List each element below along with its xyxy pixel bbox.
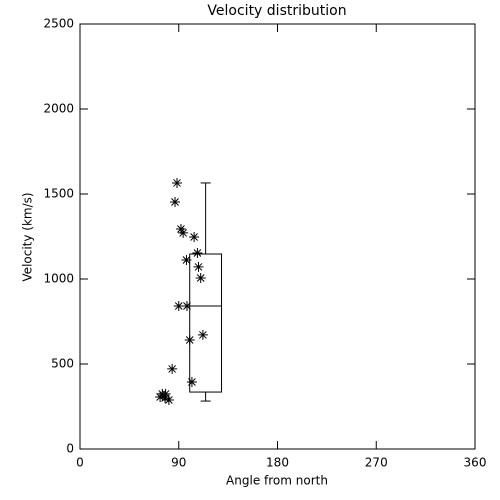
point <box>155 391 166 402</box>
point <box>193 261 204 272</box>
point <box>173 301 184 312</box>
point <box>195 272 206 283</box>
y-tick-label: 2500 <box>43 17 74 31</box>
y-tick-label: 0 <box>66 442 74 456</box>
point <box>170 196 181 207</box>
point <box>181 254 192 265</box>
x-tick-label: 360 <box>464 456 487 470</box>
point <box>181 301 192 312</box>
point <box>163 395 174 406</box>
point <box>175 224 186 235</box>
x-tick-label: 270 <box>365 456 388 470</box>
chart-title: Velocity distribution <box>207 3 346 19</box>
x-axis-label: Angle from north <box>226 474 328 488</box>
point <box>171 177 182 188</box>
point <box>197 329 208 340</box>
y-tick-label: 2000 <box>43 102 74 116</box>
point <box>189 232 200 243</box>
y-tick-label: 1500 <box>43 187 74 201</box>
point <box>186 377 197 388</box>
y-axis-label: Velocity (km/s) <box>21 192 35 281</box>
point <box>167 363 178 374</box>
y-tick-label: 500 <box>51 357 74 371</box>
x-tick-label: 90 <box>171 456 186 470</box>
point <box>160 393 171 403</box>
x-tick-label: 0 <box>76 456 84 470</box>
point <box>160 388 171 399</box>
point <box>192 247 203 258</box>
y-tick-label: 1000 <box>43 272 74 286</box>
x-tick-label: 180 <box>266 456 289 470</box>
point <box>178 227 189 238</box>
